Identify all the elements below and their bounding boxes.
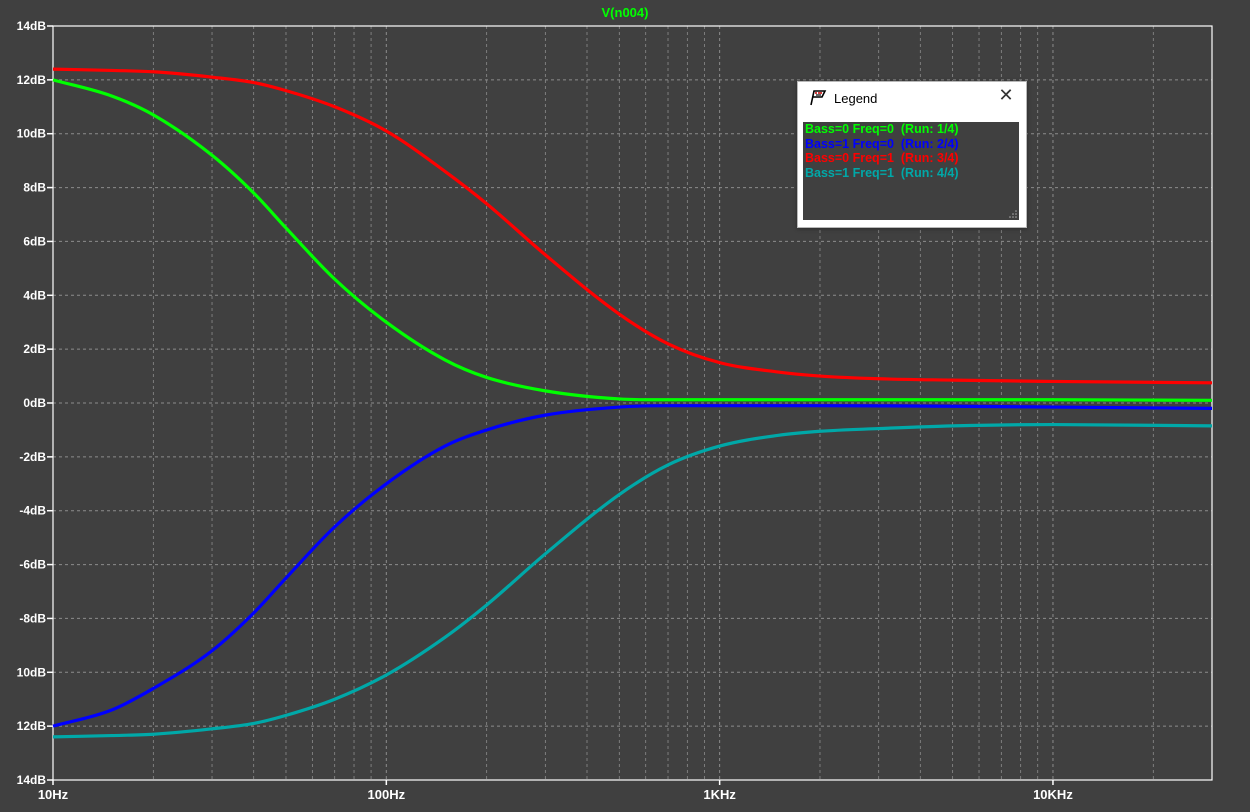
y-tick-label: -2dB bbox=[19, 450, 46, 464]
resize-grip-icon[interactable] bbox=[1009, 210, 1017, 218]
y-tick-label: 12dB bbox=[17, 73, 47, 87]
series-line-run-3[interactable] bbox=[52, 67, 1213, 385]
x-tick-label: 1KHz bbox=[703, 787, 736, 802]
y-tick-label: 0dB bbox=[23, 396, 46, 410]
legend-entry[interactable]: Bass=1 Freq=0 (Run: 2/4) bbox=[805, 136, 959, 151]
series-group bbox=[52, 67, 1213, 739]
legend-entry[interactable]: Bass=0 Freq=1 (Run: 3/4) bbox=[805, 151, 959, 165]
legend-titlebar[interactable]: Legend ✕ bbox=[798, 82, 1026, 116]
y-tick-label: 12dB bbox=[17, 719, 47, 733]
legend-window[interactable]: Legend ✕ Bass=0 Freq=0 (Run: 1/4) Bass=1 … bbox=[797, 81, 1027, 228]
axes: 14dB 12dB 10dB 8dB 6dB 4dB 2dB 0dB -2dB -4dB -6dB -… bbox=[17, 19, 1213, 802]
series-line-run-4[interactable] bbox=[52, 422, 1213, 739]
x-tick-label: 100Hz bbox=[368, 787, 406, 802]
y-tick-label: 10dB bbox=[17, 127, 47, 141]
x-tick-label: 10KHz bbox=[1033, 787, 1073, 802]
legend-entry[interactable]: Bass=1 Freq=1 (Run: 4/4) bbox=[805, 165, 959, 180]
ltspice-probe-icon bbox=[810, 90, 827, 106]
y-tick-label: -8dB bbox=[19, 611, 46, 625]
trace-title[interactable]: V(n004) bbox=[602, 5, 649, 20]
y-tick-label: -4dB bbox=[19, 504, 46, 518]
series-line-run-2[interactable] bbox=[52, 404, 1213, 728]
x-tick-label: 10Hz bbox=[38, 787, 69, 802]
y-tick-label: 10dB bbox=[17, 665, 47, 679]
legend-title: Legend bbox=[834, 91, 878, 106]
legend-entry[interactable]: Bass=0 Freq=0 (Run: 1/4) bbox=[805, 122, 959, 136]
y-tick-label: 14dB bbox=[17, 773, 47, 787]
legend-list: Bass=0 Freq=0 (Run: 1/4) Bass=1 Freq=0 (R… bbox=[803, 122, 1019, 220]
y-tick-label: 8dB bbox=[23, 181, 46, 195]
y-tick-label: 2dB bbox=[23, 342, 46, 356]
y-tick-label: -6dB bbox=[19, 558, 46, 572]
y-tick-label: 4dB bbox=[23, 288, 46, 302]
y-tick-label: 6dB bbox=[23, 234, 46, 248]
close-icon[interactable]: ✕ bbox=[998, 85, 1014, 106]
series-line-run-1[interactable] bbox=[52, 78, 1213, 402]
y-tick-label: 14dB bbox=[17, 19, 47, 33]
